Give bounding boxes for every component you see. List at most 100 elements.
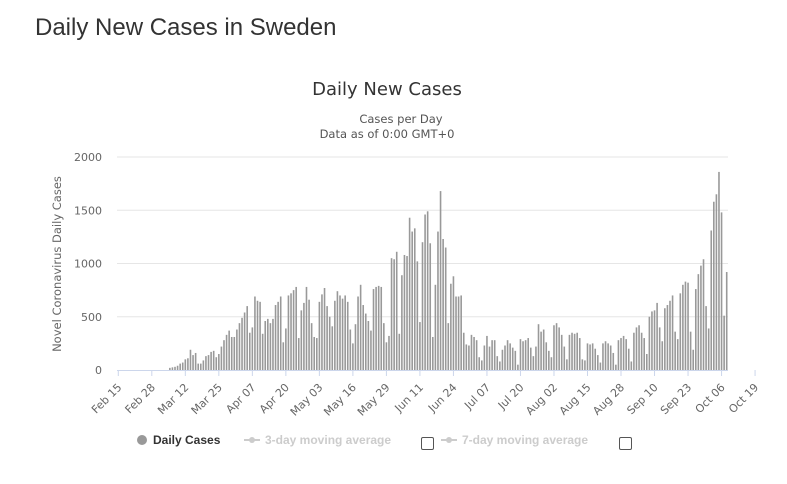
bar[interactable] bbox=[321, 294, 323, 370]
bar[interactable] bbox=[287, 295, 290, 370]
bar[interactable] bbox=[447, 323, 450, 370]
bar[interactable] bbox=[426, 211, 429, 370]
bar[interactable] bbox=[424, 214, 426, 370]
bar[interactable] bbox=[408, 217, 411, 370]
bar[interactable] bbox=[403, 254, 406, 370]
bar[interactable] bbox=[181, 362, 184, 370]
bar[interactable] bbox=[413, 228, 416, 370]
bar[interactable] bbox=[682, 284, 684, 370]
bar[interactable] bbox=[627, 348, 630, 370]
bar[interactable] bbox=[723, 315, 725, 370]
bar[interactable] bbox=[218, 354, 220, 370]
bar[interactable] bbox=[666, 305, 669, 370]
checkbox-7day-average[interactable] bbox=[619, 437, 632, 450]
bar[interactable] bbox=[246, 306, 248, 370]
bar[interactable] bbox=[352, 343, 354, 371]
bar[interactable] bbox=[282, 342, 285, 370]
bar[interactable] bbox=[274, 305, 277, 370]
bar[interactable] bbox=[390, 258, 393, 370]
bar[interactable] bbox=[243, 312, 246, 370]
bar[interactable] bbox=[658, 327, 661, 370]
bar[interactable] bbox=[496, 356, 499, 370]
bar[interactable] bbox=[702, 259, 705, 370]
bar[interactable] bbox=[169, 367, 171, 370]
bar[interactable] bbox=[344, 295, 346, 370]
bar[interactable] bbox=[256, 300, 259, 370]
bar[interactable] bbox=[346, 301, 349, 370]
bar[interactable] bbox=[514, 350, 517, 370]
bar[interactable] bbox=[475, 340, 478, 370]
legend-item-daily-cases[interactable]: Daily Cases bbox=[137, 433, 220, 447]
bar[interactable] bbox=[202, 360, 205, 370]
bar[interactable] bbox=[429, 243, 432, 370]
bar[interactable] bbox=[388, 335, 390, 370]
bar[interactable] bbox=[571, 332, 573, 370]
bar[interactable] bbox=[359, 284, 362, 370]
bar[interactable] bbox=[316, 338, 318, 370]
bar[interactable] bbox=[290, 293, 292, 370]
bar[interactable] bbox=[372, 289, 375, 370]
bar[interactable] bbox=[648, 316, 651, 370]
bar[interactable] bbox=[318, 301, 321, 370]
bar[interactable] bbox=[292, 290, 295, 371]
bar[interactable] bbox=[532, 356, 535, 370]
bar[interactable] bbox=[452, 276, 455, 370]
bar[interactable] bbox=[615, 364, 617, 370]
bar[interactable] bbox=[511, 347, 514, 370]
bar[interactable] bbox=[442, 239, 444, 370]
bar[interactable] bbox=[599, 362, 602, 370]
bar[interactable] bbox=[295, 286, 297, 370]
bar[interactable] bbox=[393, 259, 395, 370]
bar[interactable] bbox=[416, 261, 419, 370]
bar[interactable] bbox=[261, 333, 264, 370]
bar[interactable] bbox=[645, 354, 648, 370]
bar[interactable] bbox=[506, 340, 509, 370]
bar[interactable] bbox=[581, 359, 584, 370]
bar[interactable] bbox=[604, 341, 607, 370]
bar[interactable] bbox=[550, 357, 553, 370]
bar[interactable] bbox=[457, 296, 460, 370]
bar[interactable] bbox=[617, 340, 620, 370]
bar[interactable] bbox=[364, 313, 367, 370]
bar[interactable] bbox=[254, 296, 256, 370]
bar[interactable] bbox=[713, 201, 715, 370]
bar[interactable] bbox=[184, 359, 187, 370]
bar[interactable] bbox=[612, 352, 615, 370]
bar[interactable] bbox=[297, 338, 300, 370]
bar[interactable] bbox=[439, 191, 442, 370]
bar[interactable] bbox=[584, 360, 586, 370]
bar[interactable] bbox=[176, 365, 179, 370]
bar[interactable] bbox=[411, 231, 413, 370]
bar[interactable] bbox=[370, 330, 372, 370]
bar[interactable] bbox=[493, 340, 496, 370]
bar[interactable] bbox=[700, 265, 702, 370]
bar[interactable] bbox=[725, 272, 728, 370]
bar[interactable] bbox=[481, 360, 483, 370]
bar[interactable] bbox=[597, 355, 599, 370]
bar[interactable] bbox=[207, 355, 210, 370]
bar[interactable] bbox=[194, 352, 197, 370]
bar[interactable] bbox=[504, 345, 506, 371]
bar[interactable] bbox=[398, 333, 401, 370]
bar[interactable] bbox=[310, 323, 313, 370]
bar[interactable] bbox=[362, 305, 365, 370]
bar[interactable] bbox=[499, 361, 501, 370]
bar[interactable] bbox=[524, 340, 527, 370]
bar[interactable] bbox=[509, 343, 511, 371]
bar[interactable] bbox=[215, 357, 218, 370]
bar[interactable] bbox=[264, 321, 267, 370]
bar[interactable] bbox=[223, 340, 225, 370]
bar[interactable] bbox=[651, 311, 653, 370]
bar[interactable] bbox=[192, 355, 194, 370]
bar[interactable] bbox=[483, 345, 486, 371]
bar[interactable] bbox=[305, 286, 308, 370]
bar[interactable] bbox=[313, 336, 316, 370]
bar[interactable] bbox=[486, 335, 488, 370]
bar[interactable] bbox=[434, 284, 437, 370]
bar[interactable] bbox=[341, 298, 344, 370]
bar[interactable] bbox=[638, 325, 640, 370]
bar[interactable] bbox=[199, 363, 202, 370]
bar[interactable] bbox=[269, 323, 272, 370]
bar[interactable] bbox=[406, 256, 408, 370]
bar[interactable] bbox=[689, 331, 692, 370]
